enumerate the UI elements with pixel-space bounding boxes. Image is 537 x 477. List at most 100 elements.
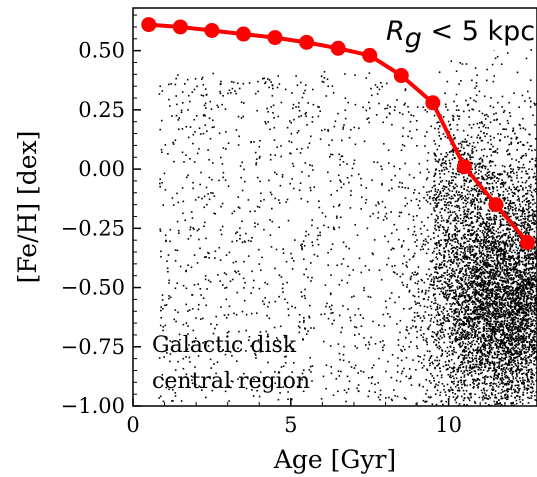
star-point — [365, 77, 368, 79]
star-point — [527, 378, 530, 381]
star-point — [483, 328, 485, 331]
star-point — [450, 252, 453, 254]
star-point — [448, 359, 450, 362]
star-point — [437, 277, 439, 280]
star-point — [286, 198, 289, 201]
star-point — [477, 239, 479, 241]
star-point — [168, 83, 170, 86]
star-point — [473, 383, 475, 385]
star-point — [496, 344, 498, 347]
star-point — [382, 219, 385, 221]
star-point — [187, 238, 190, 240]
star-point — [529, 301, 532, 304]
star-point — [466, 370, 469, 372]
star-point — [503, 290, 506, 293]
star-point — [439, 370, 442, 373]
star-point — [486, 360, 489, 362]
star-point — [514, 321, 516, 324]
star-point — [493, 301, 495, 303]
star-point — [478, 269, 480, 272]
star-point — [312, 88, 314, 91]
star-point — [475, 254, 477, 256]
star-point — [523, 264, 526, 266]
star-point — [469, 342, 471, 345]
star-point — [463, 248, 466, 250]
star-point — [182, 357, 185, 360]
star-point — [534, 317, 537, 319]
star-point — [497, 376, 499, 378]
star-point — [518, 389, 520, 392]
star-point — [524, 259, 527, 262]
star-point — [430, 284, 433, 286]
star-point — [512, 354, 514, 356]
star-point — [484, 378, 486, 381]
star-point — [518, 388, 520, 390]
star-point — [413, 273, 415, 276]
star-point — [436, 320, 439, 323]
star-point — [454, 289, 457, 291]
star-point — [367, 395, 370, 398]
star-point — [474, 379, 476, 381]
star-point — [171, 346, 174, 348]
star-point — [376, 86, 379, 88]
star-point — [516, 395, 519, 397]
star-point — [274, 267, 276, 270]
star-point — [492, 251, 494, 253]
star-point — [203, 225, 205, 227]
star-point — [479, 361, 481, 364]
star-point — [391, 123, 393, 126]
star-point — [222, 176, 224, 179]
star-point — [525, 314, 528, 316]
star-point — [424, 243, 426, 246]
star-point — [481, 277, 483, 280]
star-point — [529, 333, 532, 335]
star-point — [530, 320, 533, 323]
star-point — [339, 164, 341, 166]
star-point — [504, 383, 506, 386]
star-point — [311, 164, 313, 167]
star-point — [303, 245, 306, 247]
star-point — [531, 391, 533, 394]
star-point — [497, 315, 500, 318]
star-point — [469, 369, 471, 372]
star-point — [232, 81, 235, 84]
star-point — [488, 351, 490, 354]
star-point — [385, 212, 388, 215]
star-point — [357, 308, 360, 310]
star-point — [519, 298, 522, 301]
star-point — [473, 366, 476, 369]
star-point — [182, 102, 184, 104]
star-point — [220, 156, 222, 159]
star-point — [351, 296, 353, 298]
star-point — [454, 291, 457, 293]
star-point — [406, 286, 408, 288]
star-point — [510, 215, 512, 218]
star-point — [529, 263, 531, 265]
star-point — [468, 320, 471, 323]
star-point — [202, 84, 205, 86]
star-point — [459, 342, 462, 344]
star-point — [529, 354, 531, 356]
star-point — [310, 262, 312, 264]
star-point — [217, 274, 219, 276]
star-point — [218, 179, 220, 182]
star-point — [486, 299, 488, 301]
star-point — [525, 264, 527, 266]
star-point — [440, 331, 442, 334]
star-point — [385, 397, 387, 399]
star-point — [303, 317, 305, 319]
star-point — [495, 243, 497, 245]
star-point — [476, 262, 479, 265]
star-point — [161, 119, 163, 122]
star-point — [450, 286, 453, 288]
star-point — [501, 334, 504, 336]
star-point — [433, 194, 436, 196]
star-point — [290, 141, 293, 144]
star-point — [512, 359, 514, 361]
star-point — [386, 107, 388, 110]
star-point — [496, 350, 499, 353]
star-point — [234, 90, 236, 92]
star-point — [168, 388, 170, 391]
star-point — [519, 271, 521, 273]
star-point — [498, 249, 500, 251]
